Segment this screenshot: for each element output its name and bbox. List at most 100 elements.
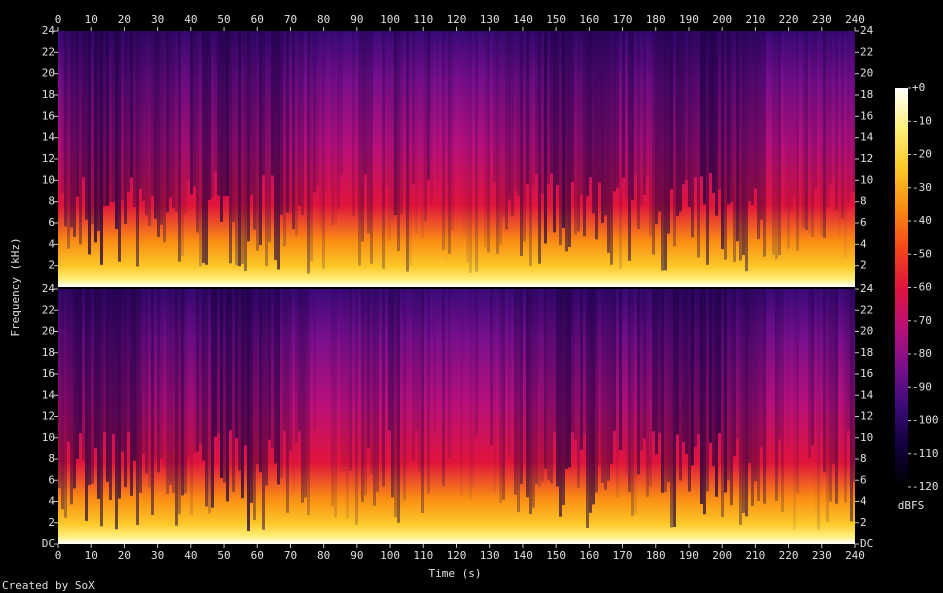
spectrogram-texture (712, 31, 715, 193)
spectrogram-texture (451, 31, 454, 231)
spectrogram-texture (358, 31, 361, 266)
spectrogram-texture (685, 31, 688, 180)
x-tick-label-bottom: 230 (812, 549, 832, 562)
spectrogram-texture (409, 31, 412, 267)
spectrogram-texture (553, 289, 556, 432)
spectrogram-texture (508, 289, 511, 458)
spectrogram-texture (760, 289, 763, 448)
spectrogram-texture (691, 31, 694, 238)
spectrogram-texture (562, 289, 565, 505)
spectrogram-texture (475, 31, 478, 272)
y-tick-label: 20 (42, 325, 55, 338)
y-tick-label: DC (42, 537, 55, 550)
spectrogram-texture (274, 31, 277, 261)
spectrogram-texture (847, 289, 850, 431)
x-tick-label: 130 (480, 13, 500, 26)
spectrogram-texture (262, 31, 265, 176)
spectrogram-texture (256, 31, 259, 251)
spectrogram-texture (655, 289, 658, 455)
spectrogram-texture (736, 31, 739, 242)
spectrogram-texture (673, 289, 676, 527)
spectrogram-texture (577, 31, 580, 232)
spectrogram-channel (58, 289, 856, 544)
spectrogram-texture (433, 289, 436, 434)
spectrogram-texture (193, 31, 196, 187)
spectrogram-texture (166, 289, 169, 495)
spectrogram-texture (844, 289, 847, 503)
spectrogram-texture (487, 31, 490, 253)
spectrogram-texture (514, 289, 517, 495)
spectrogram-texture (418, 31, 421, 180)
spectrogram-texture (187, 31, 190, 180)
spectrogram-texture (352, 31, 355, 216)
y-tick-label: 10 (42, 431, 55, 444)
y-tick-label: 4 (48, 237, 55, 250)
spectrogram-texture (574, 289, 577, 440)
spectrogram-texture (265, 31, 268, 266)
spectrogram-texture (190, 289, 193, 515)
y-tick-label-right: 8 (860, 195, 867, 208)
spectrogram-texture (667, 31, 670, 234)
spectrogram-texture (298, 289, 301, 432)
spectrogram-texture (448, 289, 451, 459)
spectrogram-texture (625, 31, 628, 199)
spectrogram-texture (832, 289, 835, 464)
spectrogram-texture (556, 289, 559, 487)
spectrogram-texture (523, 289, 526, 465)
x-tick-label-bottom: 170 (613, 549, 633, 562)
x-tick-label: 170 (613, 13, 633, 26)
spectrogram-texture (757, 289, 760, 501)
spectrogram-texture (403, 289, 406, 501)
spectrogram-texture (622, 31, 625, 178)
y-tick-label: 14 (42, 388, 56, 401)
spectrogram-texture (175, 289, 178, 526)
spectrogram-texture (97, 31, 100, 231)
spectrogram-texture (727, 289, 730, 481)
spectrogram-texture (304, 31, 307, 204)
spectrogram-texture (691, 289, 694, 466)
spectrogram-texture (802, 31, 805, 229)
spectrogram-texture (745, 289, 748, 517)
spectrogram-texture (679, 31, 682, 212)
x-tick-label: 60 (251, 13, 264, 26)
spectrogram-texture (814, 289, 817, 515)
spectrogram-texture (199, 31, 202, 267)
spectrogram-texture (244, 289, 247, 446)
spectrogram-texture (97, 289, 100, 499)
spectrogram-texture (448, 31, 451, 254)
x-tick-label: 70 (284, 13, 297, 26)
spectrogram-texture (388, 31, 391, 241)
spectrogram-texture (616, 289, 619, 498)
spectrogram-texture (82, 289, 85, 461)
spectrogram-texture (772, 289, 775, 466)
spectrogram-texture (70, 31, 73, 228)
y-tick-label-right: DC (860, 537, 873, 550)
spectrogram-texture (646, 31, 649, 177)
y-tick-label-right: 20 (860, 325, 873, 338)
spectrogram-texture (724, 31, 727, 260)
spectrogram-texture (598, 289, 601, 466)
x-tick-label: 160 (579, 13, 599, 26)
spectrogram-texture (115, 289, 118, 530)
spectrogram-texture (394, 289, 397, 518)
spectrogram-texture (643, 31, 646, 196)
spectrogram-texture (301, 289, 304, 503)
y-tick-label: 22 (42, 45, 55, 58)
spectrogram-texture (160, 31, 163, 225)
spectrogram-texture (142, 31, 145, 201)
y-tick-label: 10 (42, 173, 55, 186)
y-tick-label-right: 4 (860, 237, 867, 250)
x-tick-label-bottom: 0 (55, 549, 62, 562)
spectrogram-texture (610, 31, 613, 265)
spectrogram-texture (349, 289, 352, 471)
y-tick-label-right: 8 (860, 452, 867, 465)
x-tick-label: 20 (118, 13, 131, 26)
x-tick-label-bottom: 150 (546, 549, 566, 562)
spectrogram-texture (94, 289, 97, 449)
spectrogram-texture (187, 289, 190, 459)
spectrogram-texture (67, 289, 70, 442)
spectrogram-texture (307, 289, 310, 516)
spectrogram-texture (568, 31, 571, 247)
x-tick-label: 210 (745, 13, 765, 26)
x-tick-label: 240 (845, 13, 865, 26)
